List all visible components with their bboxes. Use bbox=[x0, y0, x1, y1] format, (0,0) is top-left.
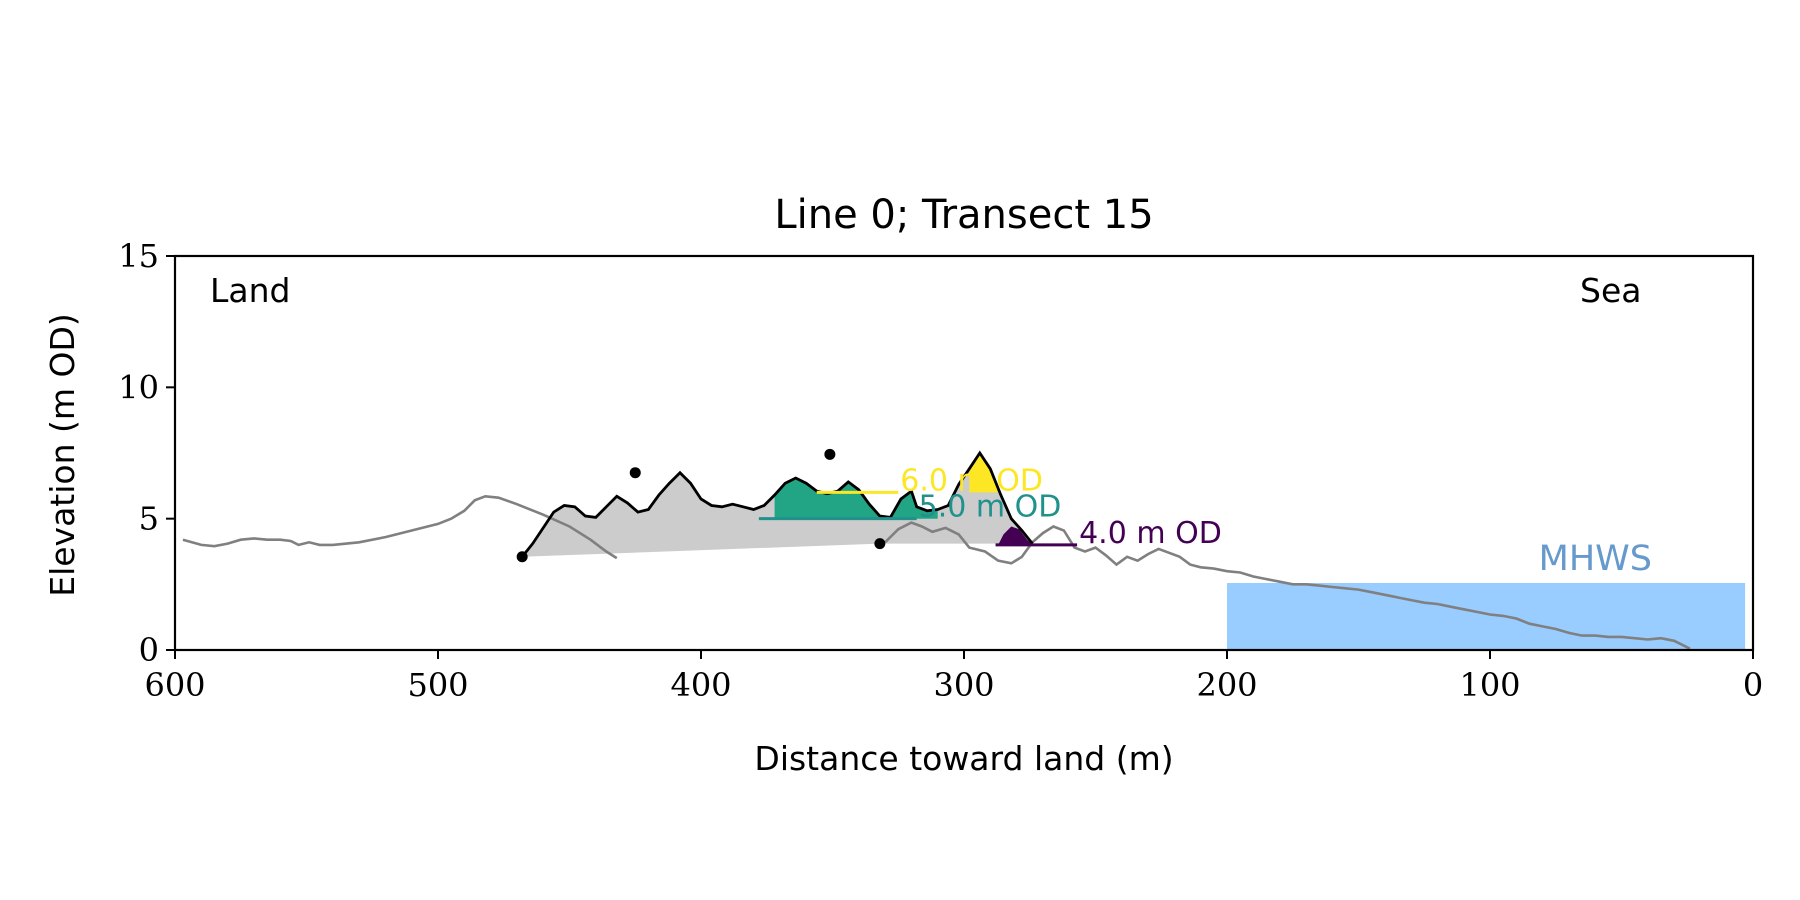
x-tick-label-400: 400 bbox=[670, 666, 731, 704]
x-tick-label-200: 200 bbox=[1196, 666, 1257, 704]
dune-marker-2 bbox=[824, 448, 836, 460]
contour-label-1: 5.0 m OD bbox=[919, 490, 1062, 525]
x-tick-label-600: 600 bbox=[144, 666, 205, 704]
x-tick-label-300: 300 bbox=[933, 666, 994, 704]
x-axis-label: Distance toward land (m) bbox=[754, 739, 1173, 778]
x-tick-label-100: 100 bbox=[1459, 666, 1520, 704]
x-tick-label-0: 0 bbox=[1743, 666, 1763, 704]
ground-profile-line-land bbox=[182, 494, 618, 560]
contour-6m-fill bbox=[969, 453, 1001, 493]
y-tick-label-10: 10 bbox=[118, 368, 159, 406]
line-layer bbox=[182, 448, 1691, 650]
dune-profile-line bbox=[521, 450, 1034, 558]
dune-marker-1 bbox=[629, 467, 641, 479]
chart-title: Line 0; Transect 15 bbox=[774, 192, 1153, 238]
contour-label-0: 6.0 m OD bbox=[900, 463, 1043, 498]
ground-profile-line-sea bbox=[884, 521, 1691, 650]
contour-4m-fill bbox=[998, 526, 1033, 545]
mhws-label: MHWS bbox=[1539, 539, 1652, 579]
y-axis-label: Elevation (m OD) bbox=[43, 313, 82, 597]
y-tick-label-15: 15 bbox=[118, 237, 159, 275]
axes-layer: 600 500 400 300 200 100 0 0 5 10 15 bbox=[118, 237, 1763, 704]
x-tick-label-500: 500 bbox=[407, 666, 468, 704]
contour-label-2: 4.0 m OD bbox=[1079, 516, 1222, 551]
dune-marker-3 bbox=[874, 538, 886, 550]
text-layer: Line 0; Transect 15 Distance toward land… bbox=[43, 192, 1652, 778]
y-tick-label-5: 5 bbox=[139, 500, 159, 538]
sea-label: Sea bbox=[1580, 271, 1641, 310]
dune-marker-0 bbox=[516, 551, 528, 563]
y-tick-label-0: 0 bbox=[139, 631, 159, 669]
fill-layer bbox=[522, 453, 1746, 650]
land-label: Land bbox=[210, 271, 290, 310]
